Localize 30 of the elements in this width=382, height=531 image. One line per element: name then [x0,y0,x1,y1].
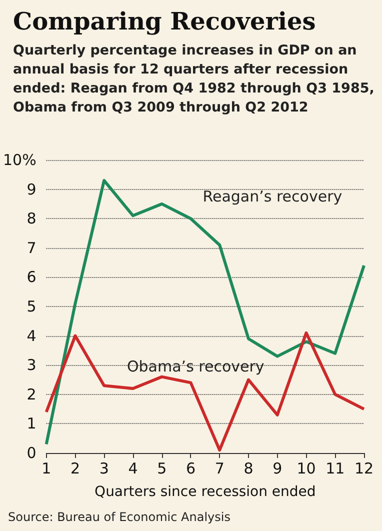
x-tick-label: 3 [99,460,109,478]
y-tick-label: 10% [2,151,36,169]
line-series [44,179,366,446]
y-tick-label: 5 [26,298,36,316]
y-tick-label: 7 [26,238,36,257]
series-label: Obama’s recovery [126,358,264,376]
x-axis-title: Quarters since recession ended [94,484,316,500]
x-tick-label: 4 [128,460,138,478]
y-tick-label: 6 [26,268,36,286]
y-tick-label: 8 [26,210,36,228]
y-tick-label: 9 [26,180,36,198]
y-tick-label: 4 [26,326,36,345]
x-tick-label: 12 [354,460,374,478]
y-tick-label: 2 [26,385,36,404]
y-tick-label: 0 [26,444,36,462]
x-tick-label: 2 [70,460,80,478]
x-tick-label: 11 [326,460,345,478]
source-note: Source: Bureau of Economic Analysis [8,510,230,524]
chart-subtitle: Quarterly percentage increases in GDP on an annual basis for 12 quarters after recession ended: Reagan from Q4 1982 through Q3 1985, Obama from Q3 2009 through Q2 2012 [13,42,380,116]
y-tick-label: 3 [26,356,36,374]
chart-title: Comparing Recoveries [13,6,316,36]
series-label: Reagan’s recovery [202,188,342,206]
x-tick-label: 1 [42,460,52,478]
y-tick-label: 1 [26,414,36,433]
x-tick-label: 7 [214,460,224,478]
x-tick-label: 6 [186,460,196,478]
x-tick-label: 9 [272,460,282,478]
x-tick-label: 5 [157,460,167,478]
x-tick-label: 8 [244,460,254,478]
x-tick-label: 10 [296,460,316,478]
